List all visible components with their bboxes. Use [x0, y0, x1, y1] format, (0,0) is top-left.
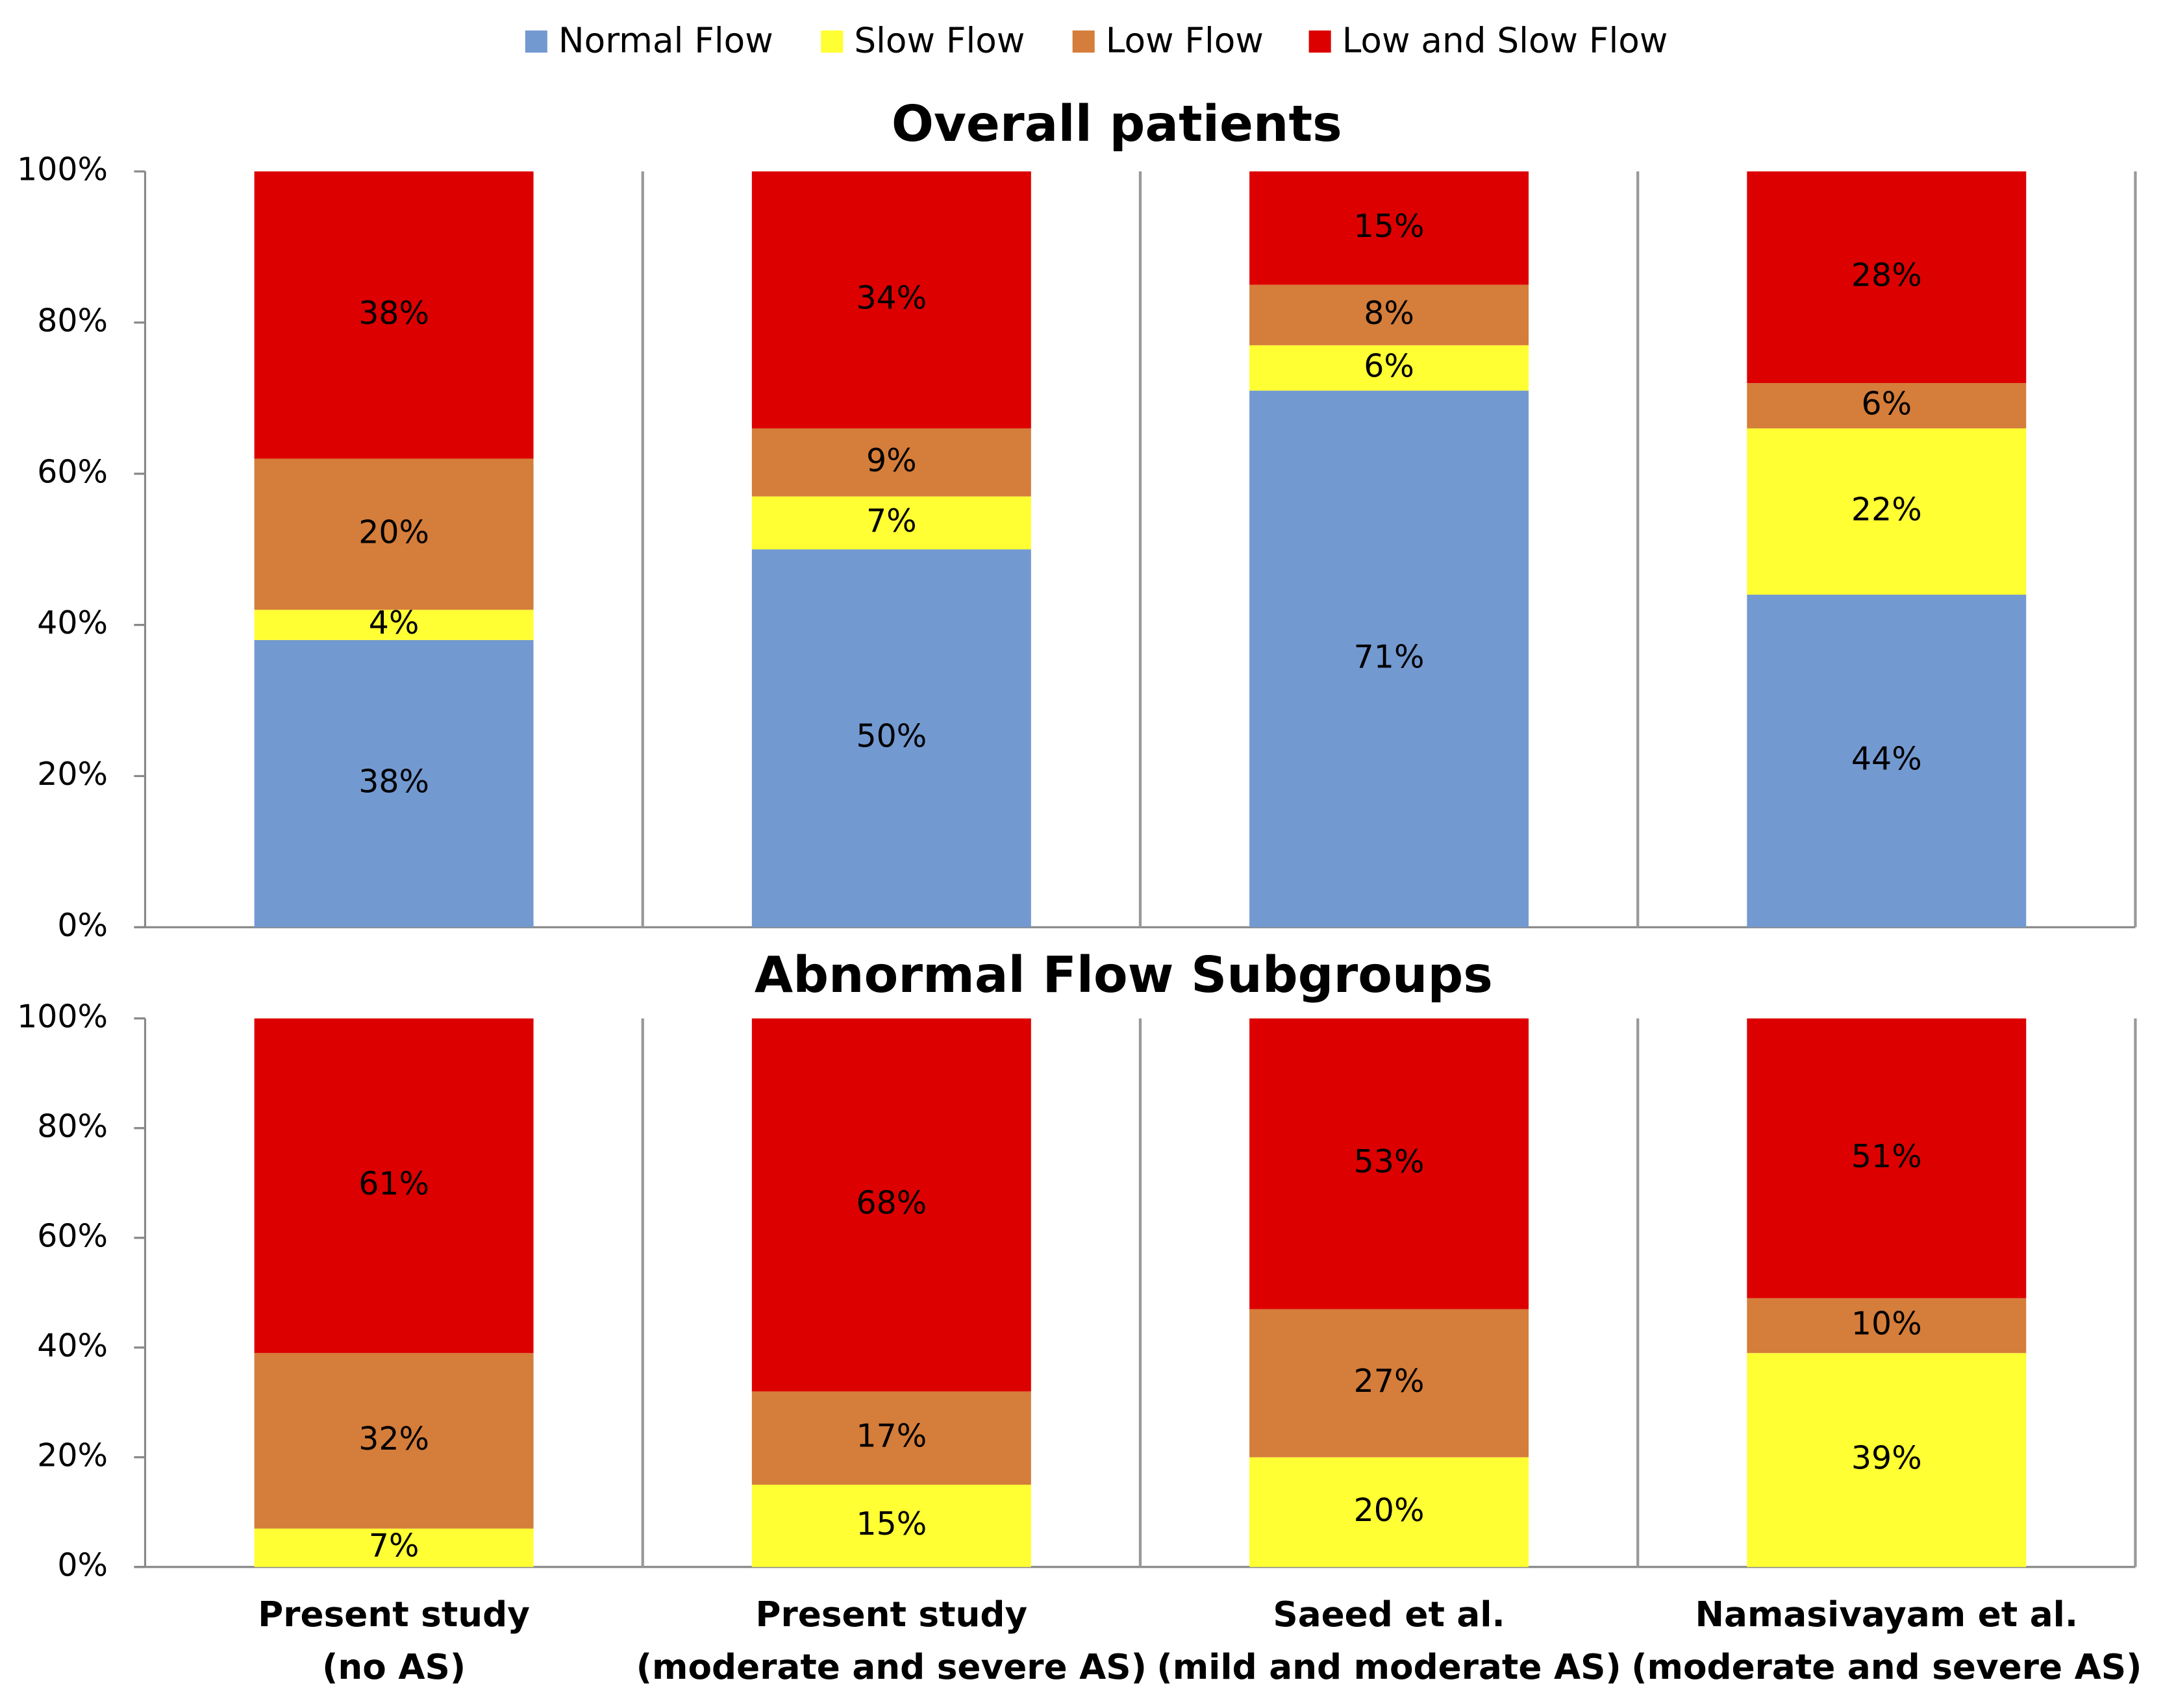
y-tick-label: 60% — [37, 453, 108, 490]
x-tick-label: (moderate and severe AS) — [1631, 1647, 2142, 1687]
x-tick-label: (moderate and severe AS) — [636, 1647, 1147, 1687]
value-label: 51% — [1851, 1138, 1922, 1175]
y-tick-label: 20% — [37, 756, 108, 793]
legend-label: Slow Flow — [854, 21, 1025, 61]
x-tick-label: Saeed et al. — [1273, 1594, 1505, 1635]
value-label: 50% — [856, 718, 927, 755]
y-tick-label: 60% — [37, 1217, 108, 1254]
value-label: 34% — [856, 279, 927, 316]
value-label: 17% — [856, 1418, 927, 1455]
y-tick-label: 100% — [17, 151, 108, 188]
y-tick-label: 80% — [37, 302, 108, 339]
y-tick-label: 80% — [37, 1108, 108, 1145]
y-tick-label: 40% — [37, 1327, 108, 1364]
legend-swatch — [1308, 30, 1331, 53]
value-label: 7% — [369, 1528, 419, 1565]
value-label: 15% — [1354, 208, 1425, 245]
bar-segment — [254, 171, 534, 459]
bar-segment — [1249, 390, 1529, 928]
value-label: 61% — [358, 1165, 429, 1202]
bar-segment — [751, 428, 1031, 497]
value-label: 44% — [1851, 741, 1922, 778]
y-tick-label: 100% — [17, 998, 108, 1035]
legend-swatch — [1072, 30, 1095, 53]
chart-title: Abnormal Flow Subgroups — [755, 947, 1493, 1004]
chart-title: Overall patients — [892, 95, 1342, 153]
y-tick-label: 20% — [37, 1437, 108, 1474]
value-label: 15% — [856, 1505, 927, 1542]
value-label: 9% — [866, 442, 917, 479]
bar-segment — [254, 1353, 534, 1529]
bar-segment — [751, 1485, 1031, 1567]
x-tick-label: Namasivayam et al. — [1695, 1594, 2079, 1635]
value-label: 71% — [1354, 638, 1425, 675]
bar-segment — [751, 549, 1031, 928]
bar-segment — [751, 1018, 1031, 1392]
bar-segment — [1249, 345, 1529, 391]
bar-segment — [1249, 284, 1529, 345]
value-label: 7% — [866, 502, 917, 539]
value-label: 38% — [358, 763, 429, 800]
bar-segment — [751, 1391, 1031, 1485]
legend-swatch — [821, 30, 844, 53]
x-tick-label: Present study — [258, 1594, 530, 1635]
bar-segment — [254, 458, 534, 610]
x-tick-label: (mild and moderate AS) — [1157, 1647, 1621, 1687]
bar-segment — [1249, 1018, 1529, 1309]
bar-segment — [1747, 383, 2027, 428]
bar-segment — [1249, 1457, 1529, 1567]
value-label: 10% — [1851, 1305, 1922, 1342]
legend-label: Normal Flow — [558, 21, 773, 61]
value-label: 6% — [1861, 385, 1912, 422]
value-label: 39% — [1851, 1439, 1922, 1476]
value-label: 27% — [1354, 1363, 1425, 1400]
legend-label: Low and Slow Flow — [1342, 21, 1668, 61]
bar-segment — [254, 639, 534, 928]
value-label: 8% — [1364, 295, 1414, 332]
value-label: 68% — [856, 1185, 927, 1222]
bar-segment — [751, 496, 1031, 550]
value-label: 22% — [1851, 491, 1922, 528]
value-label: 6% — [1364, 347, 1414, 384]
x-tick-label: Present study — [756, 1594, 1028, 1635]
value-label: 38% — [358, 295, 429, 332]
legend-label: Low Flow — [1106, 21, 1264, 61]
bar-segment — [254, 610, 534, 640]
bar-segment — [1249, 1309, 1529, 1457]
value-label: 53% — [1354, 1143, 1425, 1180]
value-label: 20% — [358, 514, 429, 551]
bar-segment — [254, 1528, 534, 1567]
value-label: 20% — [1354, 1492, 1425, 1529]
bar-segment — [1747, 1298, 2027, 1354]
value-label: 4% — [369, 604, 419, 641]
bar-segment — [1747, 428, 2027, 595]
bar-segment — [1249, 171, 1529, 285]
bar-segment — [1747, 171, 2027, 384]
y-tick-label: 0% — [57, 1546, 108, 1583]
bar-segment — [1747, 595, 2027, 928]
y-tick-label: 40% — [37, 604, 108, 641]
bar-segment — [751, 171, 1031, 428]
bar-segment — [254, 1018, 534, 1354]
bar-segment — [1747, 1353, 2027, 1567]
y-tick-label: 0% — [57, 907, 108, 944]
legend-swatch — [525, 30, 547, 53]
x-tick-label: (no AS) — [322, 1647, 466, 1687]
value-label: 28% — [1851, 257, 1922, 294]
bar-segment — [1747, 1018, 2027, 1298]
value-label: 32% — [358, 1420, 429, 1457]
